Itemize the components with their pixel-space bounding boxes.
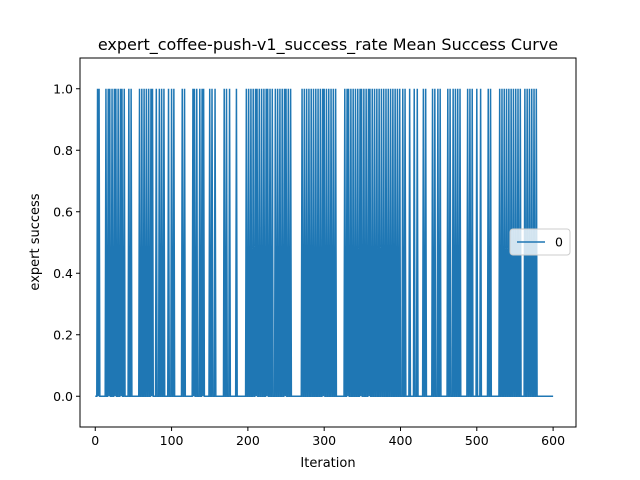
- plot-frame: [79, 57, 577, 428]
- legend: 0: [509, 228, 571, 256]
- x-tick-label-600: 600: [541, 433, 565, 448]
- x-tick-label-0: 0: [91, 433, 99, 448]
- y-tick-label-0: 0.0: [53, 389, 73, 404]
- x-axis-label: Iteration: [300, 456, 355, 471]
- x-tick-label-100: 100: [160, 433, 184, 448]
- x-tick-label-200: 200: [236, 433, 260, 448]
- legend-label: 0: [555, 235, 563, 250]
- series-layer: [95, 88, 554, 397]
- y-axis: 0.0 0.2 0.4 0.6 0.8 1.0: [53, 81, 80, 404]
- y-tick-label-3: 0.6: [53, 204, 73, 219]
- series-line-0: [95, 88, 554, 397]
- chart-title: expert_coffee-push-v1_success_rate Mean …: [98, 35, 558, 55]
- x-tick-label-300: 300: [312, 433, 336, 448]
- y-tick-label-4: 0.8: [53, 143, 73, 158]
- y-tick-label-1: 0.2: [53, 327, 73, 342]
- plot-area: [79, 57, 577, 428]
- x-tick-label-400: 400: [389, 433, 413, 448]
- x-tick-label-500: 500: [465, 433, 489, 448]
- y-axis-label: expert success: [28, 193, 43, 290]
- x-axis: 0 100 200 300 400 500 600: [91, 427, 565, 448]
- y-tick-label-2: 0.4: [53, 266, 73, 281]
- y-tick-label-5: 1.0: [53, 81, 73, 96]
